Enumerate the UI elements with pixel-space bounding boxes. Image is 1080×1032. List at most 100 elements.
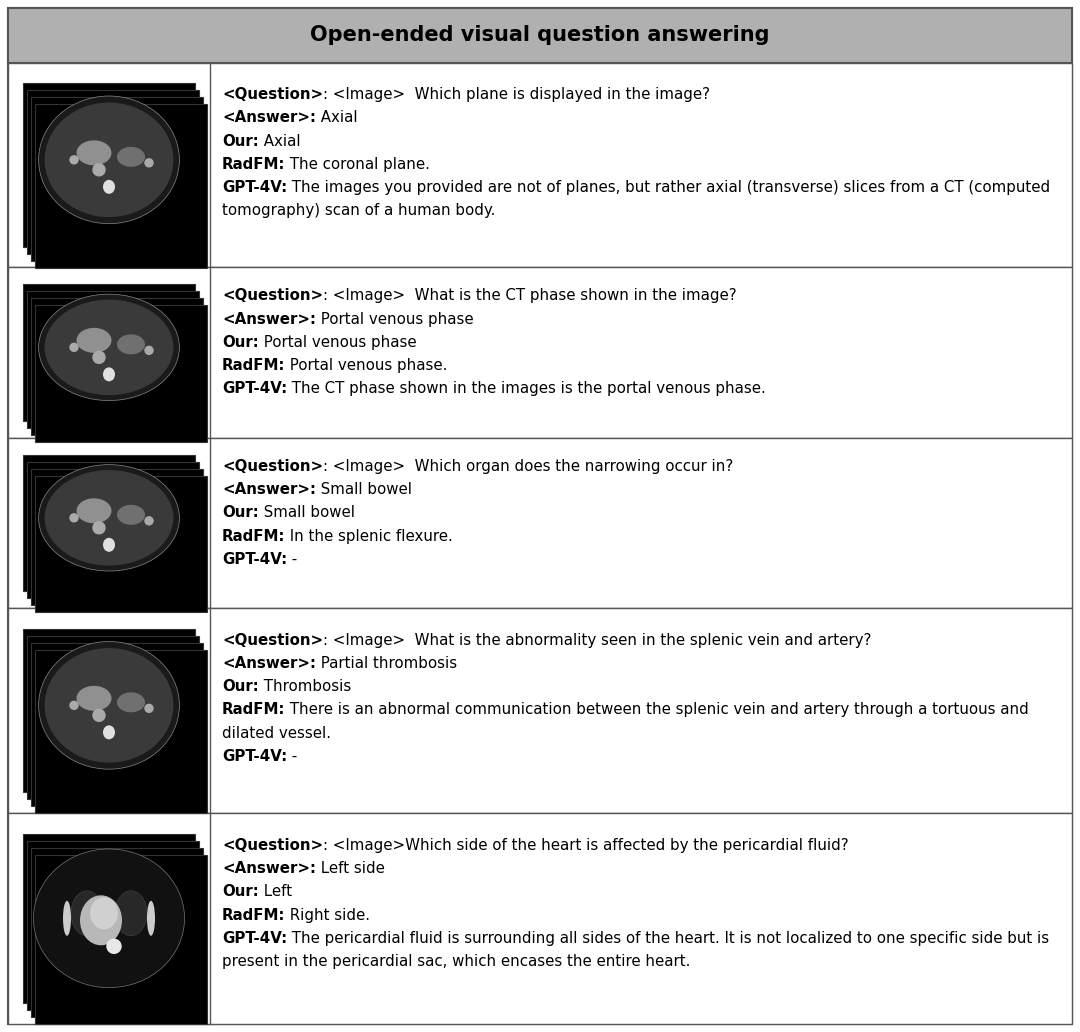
Ellipse shape bbox=[90, 897, 118, 929]
Circle shape bbox=[70, 344, 78, 351]
Text: -: - bbox=[287, 552, 297, 567]
Ellipse shape bbox=[44, 299, 174, 395]
Bar bbox=[27, 636, 199, 799]
Ellipse shape bbox=[44, 648, 174, 763]
Text: present in the pericardial sac, which encases the entire heart.: present in the pericardial sac, which en… bbox=[222, 955, 690, 969]
Text: Axial: Axial bbox=[258, 133, 300, 149]
Bar bbox=[27, 291, 199, 427]
Bar bbox=[23, 455, 194, 591]
Bar bbox=[36, 476, 207, 612]
Bar bbox=[27, 841, 199, 1010]
Text: <Question>: <Question> bbox=[222, 288, 323, 303]
Text: tomography) scan of a human body.: tomography) scan of a human body. bbox=[222, 203, 496, 219]
Ellipse shape bbox=[117, 147, 145, 167]
Text: : <Image>  Which plane is displayed in the image?: : <Image> Which plane is displayed in th… bbox=[323, 87, 711, 102]
Ellipse shape bbox=[44, 471, 174, 566]
Ellipse shape bbox=[39, 294, 179, 400]
Text: GPT-4V:: GPT-4V: bbox=[222, 931, 287, 946]
Bar bbox=[23, 628, 194, 793]
Circle shape bbox=[70, 514, 78, 522]
Bar bbox=[31, 469, 203, 605]
Text: GPT-4V:: GPT-4V: bbox=[222, 181, 287, 195]
Bar bbox=[27, 90, 199, 254]
Text: Portal venous phase: Portal venous phase bbox=[315, 312, 473, 326]
Ellipse shape bbox=[147, 901, 156, 936]
Text: Left: Left bbox=[258, 884, 292, 899]
Text: GPT-4V:: GPT-4V: bbox=[222, 381, 287, 396]
Ellipse shape bbox=[39, 96, 179, 224]
Text: Our:: Our: bbox=[222, 506, 258, 520]
Circle shape bbox=[93, 164, 105, 175]
Bar bbox=[8, 63, 1072, 267]
Circle shape bbox=[145, 517, 153, 525]
Text: RadFM:: RadFM: bbox=[222, 358, 285, 373]
Circle shape bbox=[145, 347, 153, 354]
Text: The coronal plane.: The coronal plane. bbox=[285, 157, 430, 172]
Circle shape bbox=[145, 704, 153, 712]
Ellipse shape bbox=[103, 367, 114, 382]
Ellipse shape bbox=[77, 328, 111, 353]
Bar bbox=[8, 608, 1072, 812]
Circle shape bbox=[107, 939, 121, 954]
Text: Open-ended visual question answering: Open-ended visual question answering bbox=[310, 25, 770, 45]
Ellipse shape bbox=[103, 180, 114, 194]
Text: Our:: Our: bbox=[222, 133, 258, 149]
Ellipse shape bbox=[71, 891, 103, 936]
Text: <Answer>:: <Answer>: bbox=[222, 861, 315, 876]
Text: <Answer>:: <Answer>: bbox=[222, 482, 315, 497]
Text: GPT-4V:: GPT-4V: bbox=[222, 749, 287, 764]
Ellipse shape bbox=[103, 538, 114, 552]
Ellipse shape bbox=[114, 891, 147, 936]
Bar bbox=[36, 854, 207, 1024]
Ellipse shape bbox=[117, 334, 145, 354]
Bar bbox=[8, 438, 1072, 608]
Text: Right side.: Right side. bbox=[285, 907, 370, 923]
Circle shape bbox=[70, 156, 78, 164]
Bar bbox=[36, 649, 207, 813]
Text: Small bowel: Small bowel bbox=[315, 482, 411, 497]
Text: -: - bbox=[287, 749, 297, 764]
Ellipse shape bbox=[117, 692, 145, 712]
Ellipse shape bbox=[77, 140, 111, 165]
Text: <Question>: <Question> bbox=[222, 459, 323, 474]
Bar bbox=[36, 104, 207, 267]
Bar bbox=[8, 8, 1072, 63]
Text: dilated vessel.: dilated vessel. bbox=[222, 725, 330, 741]
Text: <Question>: <Question> bbox=[222, 838, 323, 852]
Text: Our:: Our: bbox=[222, 884, 258, 899]
Text: Our:: Our: bbox=[222, 334, 258, 350]
Bar bbox=[23, 834, 194, 1003]
Ellipse shape bbox=[80, 896, 122, 945]
Text: In the splenic flexure.: In the splenic flexure. bbox=[285, 528, 454, 544]
Text: Portal venous phase: Portal venous phase bbox=[258, 334, 416, 350]
Text: The CT phase shown in the images is the portal venous phase.: The CT phase shown in the images is the … bbox=[287, 381, 766, 396]
Circle shape bbox=[70, 702, 78, 709]
Ellipse shape bbox=[77, 498, 111, 523]
Text: There is an abnormal communication between the splenic vein and artery through a: There is an abnormal communication betwe… bbox=[285, 703, 1029, 717]
Text: <Answer>:: <Answer>: bbox=[222, 312, 315, 326]
Text: : <Image>  What is the abnormality seen in the splenic vein and artery?: : <Image> What is the abnormality seen i… bbox=[323, 633, 872, 648]
Text: Small bowel: Small bowel bbox=[258, 506, 354, 520]
Text: RadFM:: RadFM: bbox=[222, 157, 285, 172]
Ellipse shape bbox=[117, 505, 145, 525]
Bar bbox=[23, 284, 194, 420]
Text: Axial: Axial bbox=[315, 110, 357, 125]
Text: Thrombosis: Thrombosis bbox=[258, 679, 351, 695]
Text: : <Image>  What is the CT phase shown in the image?: : <Image> What is the CT phase shown in … bbox=[323, 288, 737, 303]
Bar bbox=[31, 298, 203, 434]
Text: GPT-4V:: GPT-4V: bbox=[222, 552, 287, 567]
Ellipse shape bbox=[39, 642, 179, 769]
Circle shape bbox=[93, 709, 105, 721]
Bar bbox=[31, 97, 203, 261]
Text: Portal venous phase.: Portal venous phase. bbox=[285, 358, 448, 373]
Bar bbox=[27, 461, 199, 598]
Circle shape bbox=[145, 159, 153, 167]
Ellipse shape bbox=[103, 725, 114, 739]
Bar bbox=[31, 643, 203, 806]
Text: <Question>: <Question> bbox=[222, 633, 323, 648]
Bar bbox=[23, 83, 194, 247]
Ellipse shape bbox=[77, 686, 111, 711]
Text: Left side: Left side bbox=[315, 861, 384, 876]
Text: <Answer>:: <Answer>: bbox=[222, 110, 315, 125]
Circle shape bbox=[93, 522, 105, 534]
